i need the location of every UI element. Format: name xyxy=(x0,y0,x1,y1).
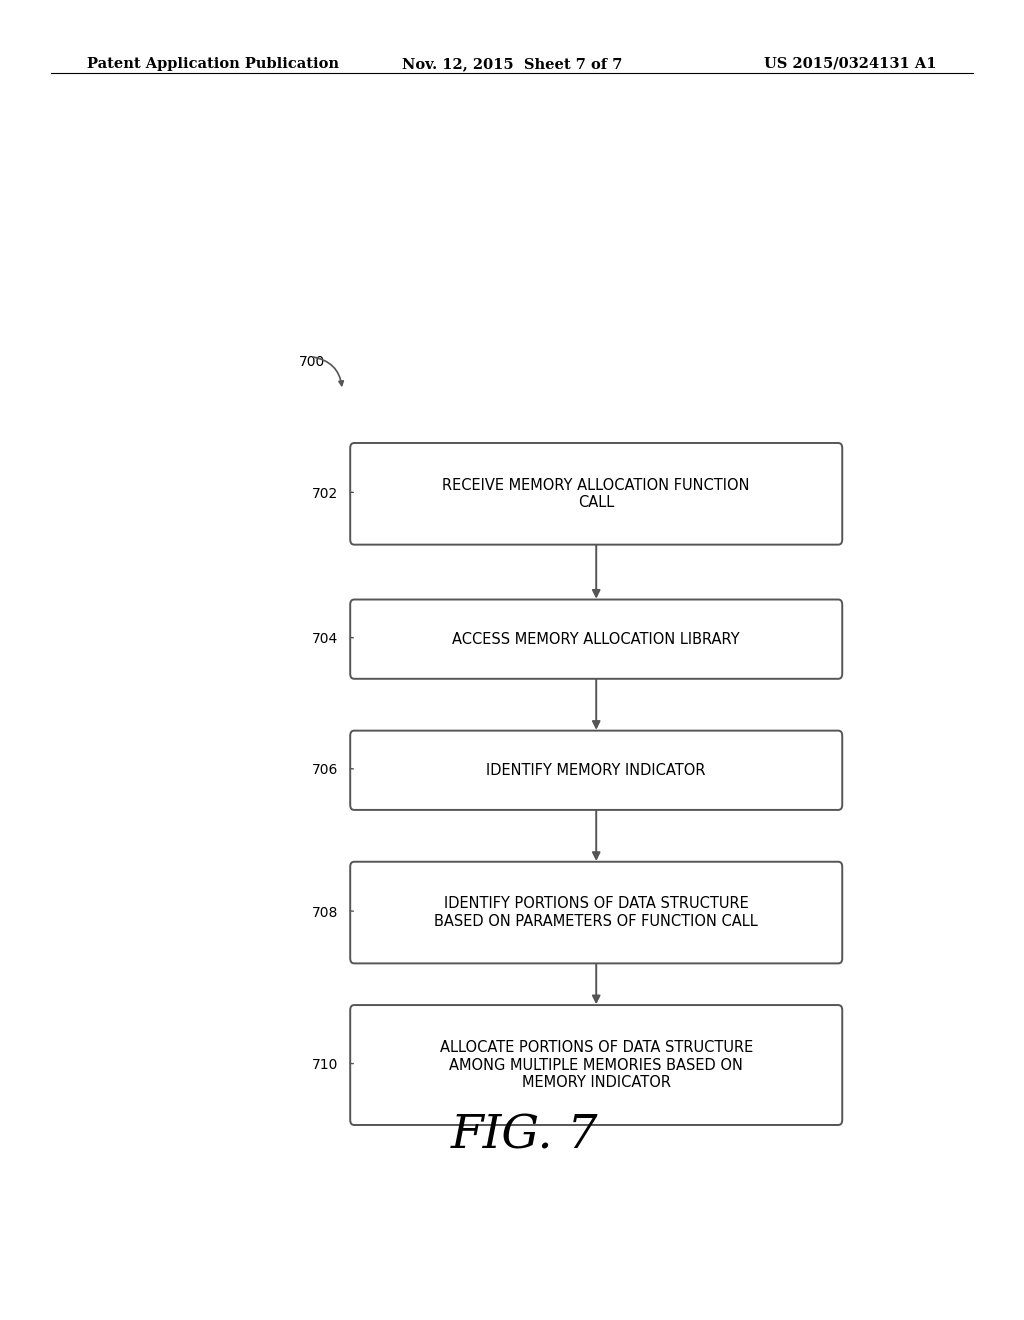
Text: Nov. 12, 2015  Sheet 7 of 7: Nov. 12, 2015 Sheet 7 of 7 xyxy=(401,57,623,71)
Text: Patent Application Publication: Patent Application Publication xyxy=(87,57,339,71)
Text: 702: 702 xyxy=(312,487,338,500)
Text: RECEIVE MEMORY ALLOCATION FUNCTION
CALL: RECEIVE MEMORY ALLOCATION FUNCTION CALL xyxy=(442,478,750,510)
Text: 700: 700 xyxy=(299,355,325,368)
Text: IDENTIFY PORTIONS OF DATA STRUCTURE
BASED ON PARAMETERS OF FUNCTION CALL: IDENTIFY PORTIONS OF DATA STRUCTURE BASE… xyxy=(434,896,758,929)
Text: US 2015/0324131 A1: US 2015/0324131 A1 xyxy=(765,57,937,71)
Text: 710: 710 xyxy=(312,1059,338,1072)
FancyBboxPatch shape xyxy=(350,1005,843,1125)
Text: ACCESS MEMORY ALLOCATION LIBRARY: ACCESS MEMORY ALLOCATION LIBRARY xyxy=(453,632,740,647)
Text: 706: 706 xyxy=(312,763,338,777)
FancyBboxPatch shape xyxy=(350,599,843,678)
FancyBboxPatch shape xyxy=(350,862,843,964)
Text: FIG. 7: FIG. 7 xyxy=(451,1114,599,1159)
Text: ALLOCATE PORTIONS OF DATA STRUCTURE
AMONG MULTIPLE MEMORIES BASED ON
MEMORY INDI: ALLOCATE PORTIONS OF DATA STRUCTURE AMON… xyxy=(439,1040,753,1090)
Text: IDENTIFY MEMORY INDICATOR: IDENTIFY MEMORY INDICATOR xyxy=(486,763,706,777)
FancyBboxPatch shape xyxy=(350,444,843,545)
FancyBboxPatch shape xyxy=(350,731,843,810)
Text: 708: 708 xyxy=(312,906,338,920)
Text: 704: 704 xyxy=(312,632,338,647)
